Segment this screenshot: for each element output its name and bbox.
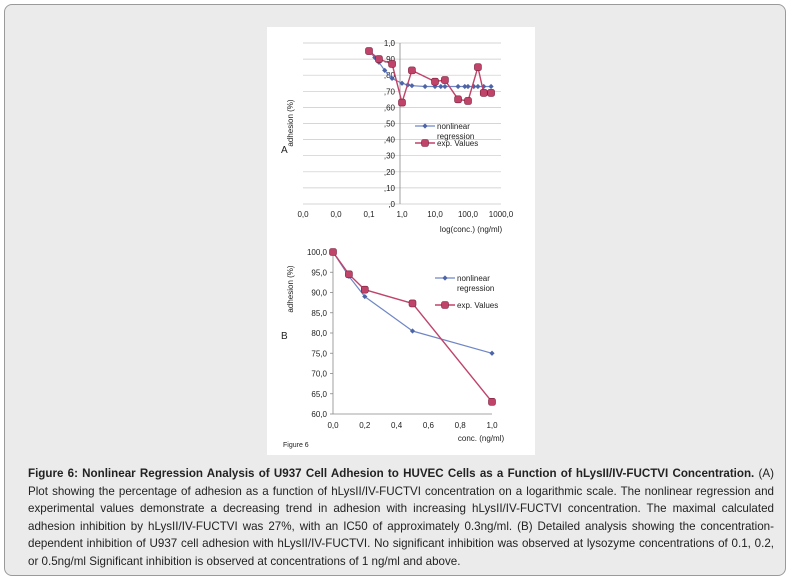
- b-y-tick-label: 80,0: [311, 329, 327, 338]
- b-y-tick-label: 60,0: [311, 410, 327, 419]
- a-point-exp: [479, 89, 488, 97]
- a-panel-label: A: [281, 145, 288, 156]
- b-point-exp: [488, 398, 496, 406]
- a-x-tick-label: 0,0: [297, 210, 309, 219]
- b-x-tick-label: 0,6: [423, 421, 435, 430]
- a-point-exp: [464, 97, 472, 105]
- figure-charts: ,0,10,20,30,40,50,60,70,80,901,00,0 0,0 0,…: [281, 39, 514, 449]
- a-x-tick-label: 100,0: [458, 210, 479, 219]
- figure-panel: ,0,10,20,30,40,50,60,70,80,90 1,0 0,0 0,0 0,…: [267, 27, 535, 455]
- b-y-tick-label: 85,0: [311, 309, 327, 318]
- a-y-tick-label: ,30: [384, 152, 396, 161]
- a-x-tick-label: 1,0: [396, 210, 408, 219]
- a-point-nonlinear: [432, 83, 438, 90]
- a-x-tick-label: 1000,0: [489, 210, 514, 219]
- a-point-exp: [431, 77, 439, 86]
- b-legend-nonlinear-text-1: nonlinear: [457, 274, 490, 283]
- a-y-tick-label: ,60: [384, 103, 396, 112]
- b-legend-exp-marker: [441, 301, 449, 309]
- a-y-tick-label: ,50: [384, 120, 396, 129]
- a-legend-nonlinear-text-2: regression: [437, 132, 474, 141]
- a-x-tick-label: 0,1: [363, 210, 375, 219]
- b-legend-exp-text: exp. Values: [457, 301, 498, 310]
- b-legend-nonlinear-text-2: regression: [457, 284, 494, 293]
- caption-title: Figure 6: Nonlinear Regression Analysis …: [28, 467, 755, 480]
- a-legend-exp-text: exp. Values: [437, 139, 478, 148]
- a-y-tick-label: ,90: [384, 55, 396, 64]
- b-y-tick-label: 100,0: [307, 248, 328, 257]
- a-point-exp: [375, 55, 383, 63]
- a-point-exp: [398, 98, 406, 107]
- b-x-tick-label: 0,4: [391, 421, 403, 430]
- b-x-tick-label: 0,0: [327, 421, 339, 430]
- b-y-axis-label: adhesion (%): [286, 265, 295, 312]
- a-point-nonlinear: [442, 83, 448, 90]
- b-y-tick-label: 65,0: [311, 390, 327, 399]
- b-x-tick-label: 0,8: [455, 421, 467, 430]
- a-point-nonlinear: [455, 83, 461, 90]
- b-point-exp: [345, 270, 353, 279]
- caption-body: (A) Plot showing the percentage of adhes…: [28, 467, 774, 568]
- a-point-exp: [365, 47, 373, 55]
- b-panel-label: B: [281, 331, 288, 342]
- b-y-tick-label: 95,0: [311, 268, 327, 277]
- a-legend-exp-marker: [421, 139, 429, 147]
- b-x-tick-label: 1,0: [486, 421, 498, 430]
- b-point-nonlinear: [409, 328, 416, 334]
- b-y-tick-label: 90,0: [311, 289, 327, 298]
- b-x-axis-label: conc. (ng/ml): [458, 434, 505, 443]
- figure-label: Figure 6: [283, 442, 309, 449]
- a-x-axis-label: log(conc.) (ng/ml): [440, 225, 503, 234]
- b-point-exp: [329, 248, 337, 256]
- a-x-tick-label: 0,0: [330, 210, 342, 219]
- a-y-tick-label: ,70: [384, 87, 396, 96]
- b-point-nonlinear: [489, 350, 495, 356]
- a-point-nonlinear: [475, 83, 481, 90]
- b-legend-nonlinear-marker: [442, 275, 448, 281]
- a-legend-nonlinear-text-1: nonlinear: [437, 122, 470, 131]
- b-point-exp: [408, 299, 417, 308]
- a-point-nonlinear: [422, 83, 428, 90]
- a-y-tick-label: ,0: [388, 200, 395, 209]
- a-y-tick-label: ,40: [384, 136, 396, 145]
- a-point-exp: [441, 76, 449, 84]
- b-x-tick-label: 0,2: [359, 421, 371, 430]
- a-y-tick-label: ,20: [384, 168, 396, 177]
- a-point-exp: [454, 95, 462, 104]
- a-point-exp: [388, 60, 396, 68]
- a-y-tick-label: ,10: [384, 184, 396, 193]
- a-point-exp: [408, 66, 416, 75]
- figure-caption: Figure 6: Nonlinear Regression Analysis …: [28, 465, 774, 571]
- a-point-exp: [474, 63, 482, 71]
- b-point-exp: [361, 285, 369, 294]
- a-point-nonlinear: [465, 83, 471, 90]
- a-x-tick-label: 10,0: [427, 210, 443, 219]
- a-point-exp: [487, 89, 495, 97]
- figure-frame: ,0,10,20,30,40,50,60,70,80,90 1,0 0,0 0,0 0,…: [4, 4, 786, 576]
- b-y-tick-label: 75,0: [311, 349, 327, 358]
- b-y-tick-label: 70,0: [311, 370, 327, 379]
- a-point-nonlinear: [488, 83, 494, 90]
- a-point-nonlinear: [399, 80, 405, 86]
- a-legend-nonlinear-marker: [422, 123, 428, 129]
- a-y-tick-label: 1,0: [384, 39, 396, 48]
- a-y-axis-label: adhesion (%): [286, 99, 295, 146]
- a-point-nonlinear: [409, 83, 415, 89]
